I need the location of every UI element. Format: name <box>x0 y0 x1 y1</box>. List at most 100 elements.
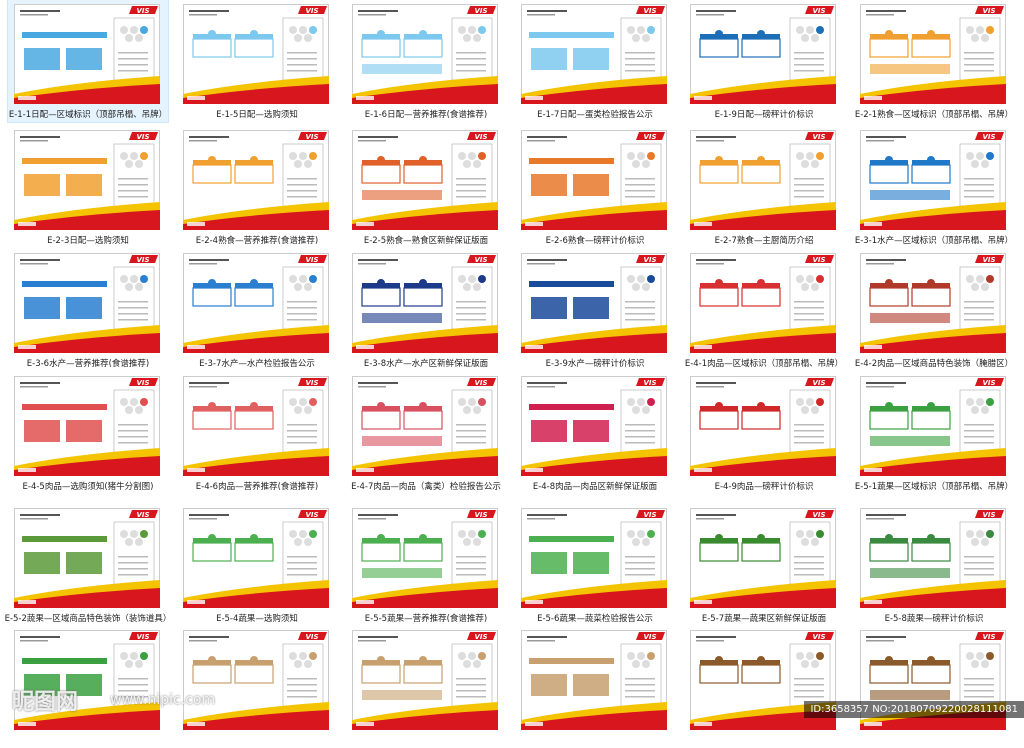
file-item[interactable]: VIS E-3-8水产—水产区新鲜保证版面 <box>346 249 506 371</box>
thumb-title <box>20 636 60 638</box>
board-hanger <box>927 279 935 287</box>
swatch <box>816 152 824 160</box>
thumb-subtitle <box>358 14 386 16</box>
spec-line <box>794 58 824 60</box>
file-item[interactable]: VIS E-4-1肉品—区域标识（顶部吊榻、吊牌） <box>684 249 844 371</box>
file-item[interactable]: VIS <box>177 626 337 748</box>
file-item[interactable]: VIS <box>515 626 675 748</box>
logo-text: VIS <box>812 633 825 641</box>
file-caption: E-5-7蔬果—蔬果区新鲜保证版面 <box>701 614 827 624</box>
swoosh-red <box>690 84 836 104</box>
logo-badge <box>975 632 1004 640</box>
file-caption: E-3-7水产—水产检验报告公示 <box>199 359 315 369</box>
file-item[interactable]: VIS E-3-9水产—磅秤计价标识 <box>515 249 675 371</box>
swatch <box>125 538 133 546</box>
swatch <box>299 530 307 538</box>
spec-line <box>287 696 317 698</box>
file-item[interactable]: VIS E-4-7肉品—肉品（禽类）检验报告公示 <box>346 372 506 494</box>
watermark-site: 昵图网 <box>12 690 79 715</box>
swoosh-red <box>183 84 329 104</box>
file-item[interactable]: VIS <box>854 626 1014 748</box>
sign-board <box>573 174 609 196</box>
logo-badge <box>805 378 834 386</box>
swatch <box>309 26 317 34</box>
file-item[interactable]: VIS E-5-1蔬果—区域标识（顶部吊榻、吊牌） <box>854 372 1014 494</box>
logo-badge <box>636 255 665 263</box>
swatch <box>976 530 984 538</box>
spec-line <box>118 678 148 680</box>
spec-line <box>794 196 824 198</box>
board-strip <box>870 568 950 578</box>
board-hanger <box>715 402 723 410</box>
swatch <box>811 406 819 414</box>
board-hanger <box>885 156 893 164</box>
logo-text: VIS <box>812 511 825 519</box>
file-item[interactable]: VIS E-4-5肉品—选购须知(猪牛分割图) <box>8 372 168 494</box>
sign-band <box>22 658 107 664</box>
thumb-subtitle <box>20 518 48 520</box>
file-item[interactable]: VIS <box>346 626 506 748</box>
file-item[interactable]: VIS E-3-6水产—营养推荐(食谱推荐) <box>8 249 168 371</box>
file-item[interactable]: VIS E-4-6肉品—营养推荐(食谱推荐) <box>177 372 337 494</box>
swatch <box>627 275 635 283</box>
file-item[interactable]: VIS E-5-5蔬果—营养推荐(食谱推荐) <box>346 504 506 626</box>
logo-badge <box>298 255 327 263</box>
file-item[interactable]: VIS E-2-5熟食—熟食区新鲜保证版面 <box>346 126 506 248</box>
swatch <box>120 652 128 660</box>
swatch <box>796 152 804 160</box>
file-item[interactable]: VIS E-4-8肉品—肉品区新鲜保证版面 <box>515 372 675 494</box>
thumbnail: VIS <box>690 4 836 104</box>
file-item[interactable]: VIS E-4-2肉品—区域商品特色装饰（腌腊区） <box>854 249 1014 371</box>
file-item[interactable]: VIS E-2-1熟食—区域标识（顶部吊榻、吊牌） <box>854 0 1014 122</box>
file-item[interactable]: VIS E-5-8蔬果—磅秤计价标识 <box>854 504 1014 626</box>
spec-line <box>794 436 824 438</box>
file-item[interactable]: VIS E-5-6蔬果—蔬菜检验报告公示 <box>515 504 675 626</box>
file-item[interactable]: VIS E-5-7蔬果—蔬果区新鲜保证版面 <box>684 504 844 626</box>
board-hanger <box>377 402 385 410</box>
swatch <box>801 660 809 668</box>
file-item[interactable]: VIS E-3-1水产—区域标识（顶部吊榻、吊牌） <box>854 126 1014 248</box>
file-item[interactable]: VIS E-1-6日配—营养推荐(食谱推荐) <box>346 0 506 122</box>
file-item[interactable]: VIS <box>684 626 844 748</box>
file-item[interactable]: VIS E-1-9日配—磅秤计价标识 <box>684 0 844 122</box>
swatch <box>966 26 974 34</box>
footer-logo <box>694 600 712 604</box>
thumb-title <box>696 136 736 138</box>
file-item[interactable]: VIS E-1-1日配—区域标识（顶部吊榻、吊牌） <box>7 0 169 123</box>
file-item[interactable]: VIS E-4-9肉品—磅秤计价标识 <box>684 372 844 494</box>
swatch <box>120 26 128 34</box>
board <box>869 410 909 430</box>
board <box>869 38 909 58</box>
file-item[interactable]: VIS E-5-4蔬果—选购须知 <box>177 504 337 626</box>
board <box>234 664 274 684</box>
swoosh-red <box>860 456 1006 476</box>
swatch <box>801 283 809 291</box>
file-item[interactable]: VIS E-1-7日配—蛋类检验报告公示 <box>515 0 675 122</box>
spec-line <box>794 70 824 72</box>
thumb-subtitle <box>696 263 724 265</box>
board-hanger <box>757 534 765 542</box>
logo-badge <box>975 255 1004 263</box>
swoosh-red <box>183 456 329 476</box>
board-hanger <box>377 534 385 542</box>
spec-line <box>625 574 655 576</box>
file-item[interactable]: VIS E-2-6熟食—磅秤计价标识 <box>515 126 675 248</box>
file-item[interactable]: VIS E-2-7熟食—主厨简历介绍 <box>684 126 844 248</box>
thumb-title <box>189 382 229 384</box>
file-item[interactable]: VIS E-2-3日配—选购须知 <box>8 126 168 248</box>
thumbnail: VIS <box>521 508 667 608</box>
swoosh-red <box>183 333 329 353</box>
thumbnail: VIS <box>860 253 1006 353</box>
spec-line <box>287 313 317 315</box>
spec-line <box>964 442 994 444</box>
file-item[interactable]: VIS E-2-4熟食—营养推荐(食谱推荐) <box>177 126 337 248</box>
spec-line <box>456 178 486 180</box>
spec-line <box>625 319 655 321</box>
file-item[interactable]: VIS E-5-2蔬果—区域商品特色装饰（装饰道具） <box>5 504 171 626</box>
swatch <box>632 660 640 668</box>
board <box>403 164 443 184</box>
file-item[interactable]: VIS E-1-5日配—选购须知 <box>177 0 337 122</box>
sign-board <box>24 674 60 696</box>
spec-line <box>964 696 994 698</box>
file-item[interactable]: VIS E-3-7水产—水产检验报告公示 <box>177 249 337 371</box>
